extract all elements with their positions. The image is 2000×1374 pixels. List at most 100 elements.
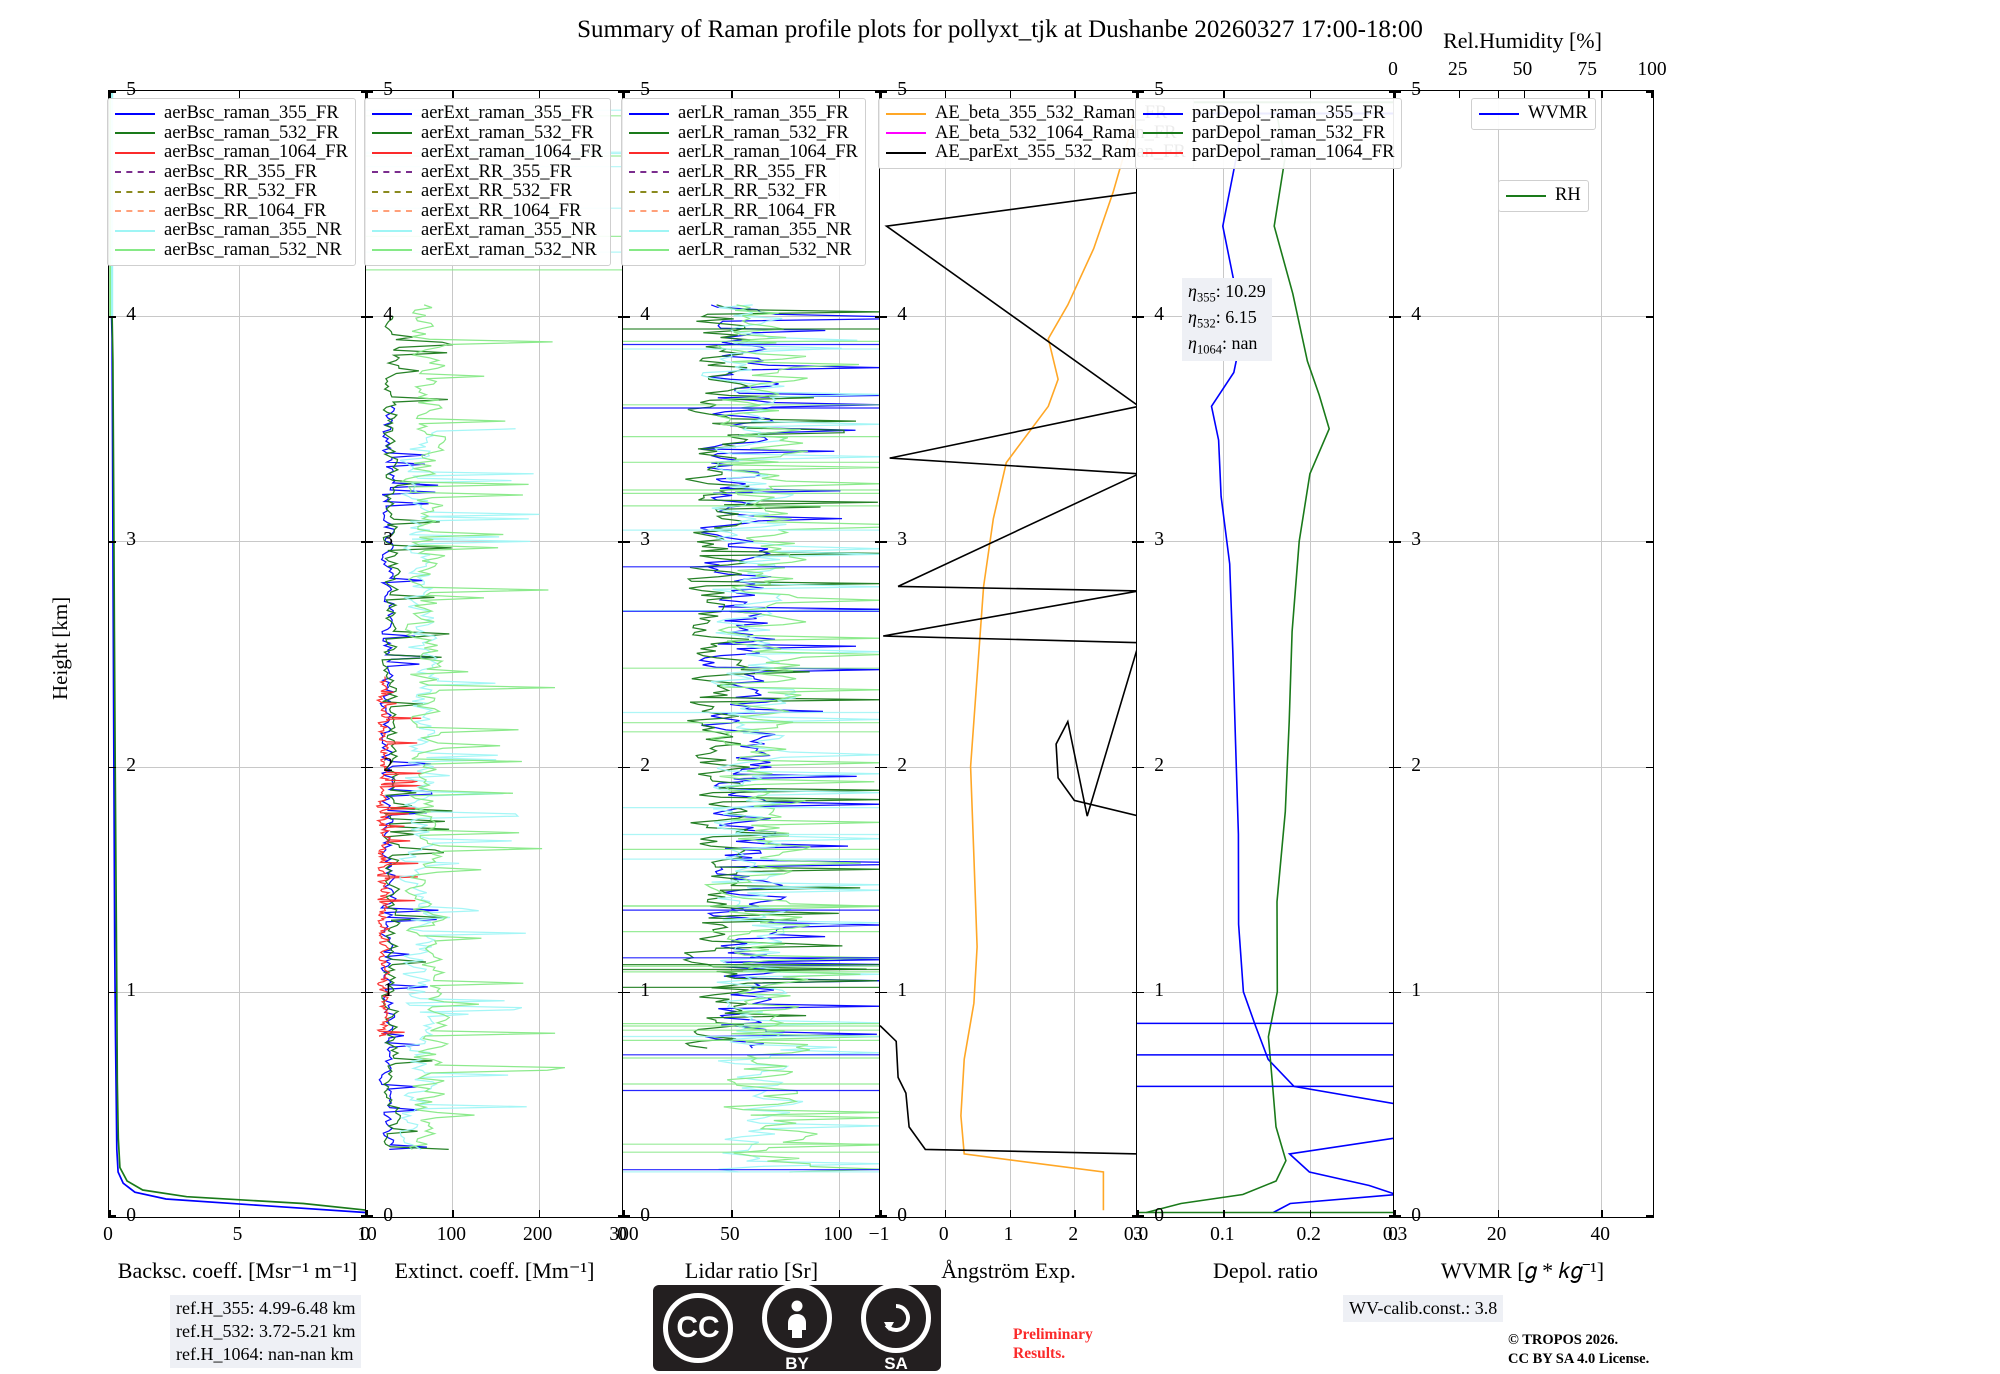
- x-tick: [1497, 1210, 1500, 1217]
- y-tick: [875, 766, 882, 769]
- legend-item[interactable]: AE_beta_355_532_Raman_FR: [886, 103, 1186, 124]
- cc-circle: CC: [663, 1293, 733, 1363]
- y-tick: [875, 991, 882, 994]
- y-tick: [1137, 991, 1144, 994]
- panel-extinction: 0 100 200 300 0 1 2 3 4 5 Extinct. coeff. [Mm⁻¹] ae…: [360, 0, 824, 1360]
- legend-line-swatch: [629, 112, 669, 115]
- y-tick: [623, 541, 630, 543]
- legend-line-swatch: [115, 171, 155, 174]
- gridline-horizontal: [1137, 991, 1396, 993]
- y-tick: [1132, 316, 1139, 318]
- legend-item[interactable]: RH: [1506, 185, 1581, 206]
- x-tick: [838, 91, 841, 98]
- legend-item[interactable]: aerBsc_RR_355_FR: [115, 162, 348, 183]
- legend-depol-ratio[interactable]: parDepol_raman_355_FR parDepol_raman_532_…: [1135, 98, 1403, 169]
- legend-item[interactable]: aerBsc_raman_355_FR: [115, 103, 348, 124]
- legend-item[interactable]: aerLR_RR_355_FR: [629, 162, 858, 183]
- gridline-vertical: [452, 91, 454, 1217]
- legend-item[interactable]: aerExt_raman_355_NR: [372, 220, 603, 241]
- legend-item[interactable]: AE_parExt_355_532_Raman_FR: [886, 142, 1186, 163]
- legend-item[interactable]: aerExt_RR_1064_FR: [372, 201, 603, 222]
- legend-backscatter[interactable]: aerBsc_raman_355_FR aerBsc_raman_532_FR ae…: [107, 98, 356, 266]
- legend-item[interactable]: aerLR_RR_1064_FR: [629, 201, 858, 222]
- x-tick-top: [1523, 91, 1526, 98]
- legend-item[interactable]: aerBsc_raman_532_NR: [115, 240, 348, 261]
- legend-item[interactable]: aerLR_raman_355_NR: [629, 220, 858, 241]
- y-tick: [618, 766, 625, 769]
- y-tick: [109, 541, 116, 543]
- legend-item[interactable]: WVMR: [1479, 103, 1588, 124]
- legend-line-swatch: [372, 171, 412, 174]
- legend-item[interactable]: aerLR_raman_532_FR: [629, 123, 858, 144]
- y-tick: [361, 766, 368, 769]
- legend-line-swatch: [629, 229, 669, 232]
- legend-line-swatch: [1479, 112, 1519, 115]
- y-tick-label: 0: [383, 1205, 393, 1226]
- gridline-vertical: [1009, 91, 1011, 1217]
- share-alike-icon: [861, 1282, 931, 1353]
- curve: [960, 124, 1134, 1211]
- x-tick-label: 1: [1003, 1224, 1014, 1245]
- legend-item[interactable]: aerBsc_RR_1064_FR: [115, 201, 348, 222]
- legend-item[interactable]: aerExt_RR_532_FR: [372, 181, 603, 202]
- y-tick: [1394, 766, 1401, 769]
- legend-item[interactable]: parDepol_raman_1064_FR: [1143, 142, 1394, 163]
- legend-item[interactable]: aerExt_raman_532_NR: [372, 240, 603, 261]
- gridline-vertical: [1223, 91, 1225, 1217]
- legend-wvmr[interactable]: WVMR: [1471, 98, 1596, 130]
- y-tick: [1646, 766, 1653, 769]
- legend-label: RH: [1555, 185, 1581, 205]
- x-axis-title: Depol. ratio: [1212, 1258, 1319, 1283]
- legend-item[interactable]: aerBsc_raman_1064_FR: [115, 142, 348, 163]
- x-tick: [1074, 1210, 1076, 1217]
- legend-item[interactable]: aerLR_raman_1064_FR: [629, 142, 858, 163]
- gridline-vertical: [1601, 91, 1603, 1217]
- y-tick: [109, 991, 116, 994]
- figure-title: Summary of Raman profile plots for polly…: [577, 16, 1423, 43]
- legend-label: aerExt_RR_532_FR: [421, 181, 573, 201]
- legend-extinction[interactable]: aerExt_raman_355_FR aerExt_raman_532_FR ae…: [364, 98, 611, 266]
- x-tick-label: 100: [823, 1224, 853, 1245]
- gridline-vertical: [730, 91, 732, 1217]
- x-tick: [1009, 1210, 1012, 1217]
- y-tick: [361, 91, 368, 93]
- legend-item[interactable]: aerBsc_raman_532_FR: [115, 123, 348, 144]
- legend-line-swatch: [1143, 112, 1183, 115]
- legend-lidar-ratio[interactable]: aerLR_raman_355_FR aerLR_raman_532_FR aerL…: [621, 98, 866, 266]
- y-tick: [618, 91, 625, 93]
- legend-line-swatch: [115, 249, 155, 252]
- legend-line-swatch: [372, 132, 412, 135]
- y-tick: [618, 316, 625, 318]
- legend-label: AE_parExt_355_532_Raman_FR: [935, 142, 1186, 162]
- legend-line-swatch: [115, 190, 155, 193]
- legend-item[interactable]: aerBsc_raman_355_NR: [115, 220, 348, 241]
- legend-item[interactable]: aerExt_RR_355_FR: [372, 162, 603, 183]
- legend-item[interactable]: aerLR_raman_532_NR: [629, 240, 858, 261]
- legend-item[interactable]: aerExt_raman_1064_FR: [372, 142, 603, 163]
- legend-wvmr-secondary[interactable]: RH: [1498, 180, 1589, 212]
- x-tick-label: 300: [609, 1224, 639, 1245]
- y-tick: [1132, 1215, 1139, 1217]
- legend-item[interactable]: parDepol_raman_532_FR: [1143, 123, 1394, 144]
- y-tick: [618, 991, 625, 994]
- y-tick: [880, 316, 887, 318]
- data-curves-lidar-ratio: [623, 304, 882, 1173]
- legend-item[interactable]: parDepol_raman_355_FR: [1143, 103, 1394, 124]
- x-axis-title: Lidar ratio [Sr]: [684, 1258, 819, 1283]
- x-axis-title: Extinct. coeff. [Mm⁻¹]: [394, 1258, 595, 1283]
- legend-item[interactable]: aerLR_raman_355_FR: [629, 103, 858, 124]
- legend-line-swatch: [1506, 194, 1546, 197]
- legend-item[interactable]: aerLR_RR_532_FR: [629, 181, 858, 202]
- cc-by-label: BY: [785, 1353, 809, 1373]
- eta-line: η355: 10.29: [1188, 281, 1266, 305]
- legend-item[interactable]: aerExt_raman_532_FR: [372, 123, 603, 144]
- legend-item[interactable]: aerExt_raman_355_FR: [372, 103, 603, 124]
- y-tick: [366, 766, 373, 769]
- legend-item[interactable]: AE_beta_532_1064_Raman_FR: [886, 123, 1186, 144]
- x-tick: [366, 91, 368, 98]
- plot-area-depol-ratio: [1136, 90, 1397, 1218]
- y-tick: [1137, 541, 1144, 543]
- x-tick: [238, 91, 241, 98]
- legend-item[interactable]: aerBsc_RR_532_FR: [115, 181, 348, 202]
- y-tick-label: 5: [1154, 79, 1164, 100]
